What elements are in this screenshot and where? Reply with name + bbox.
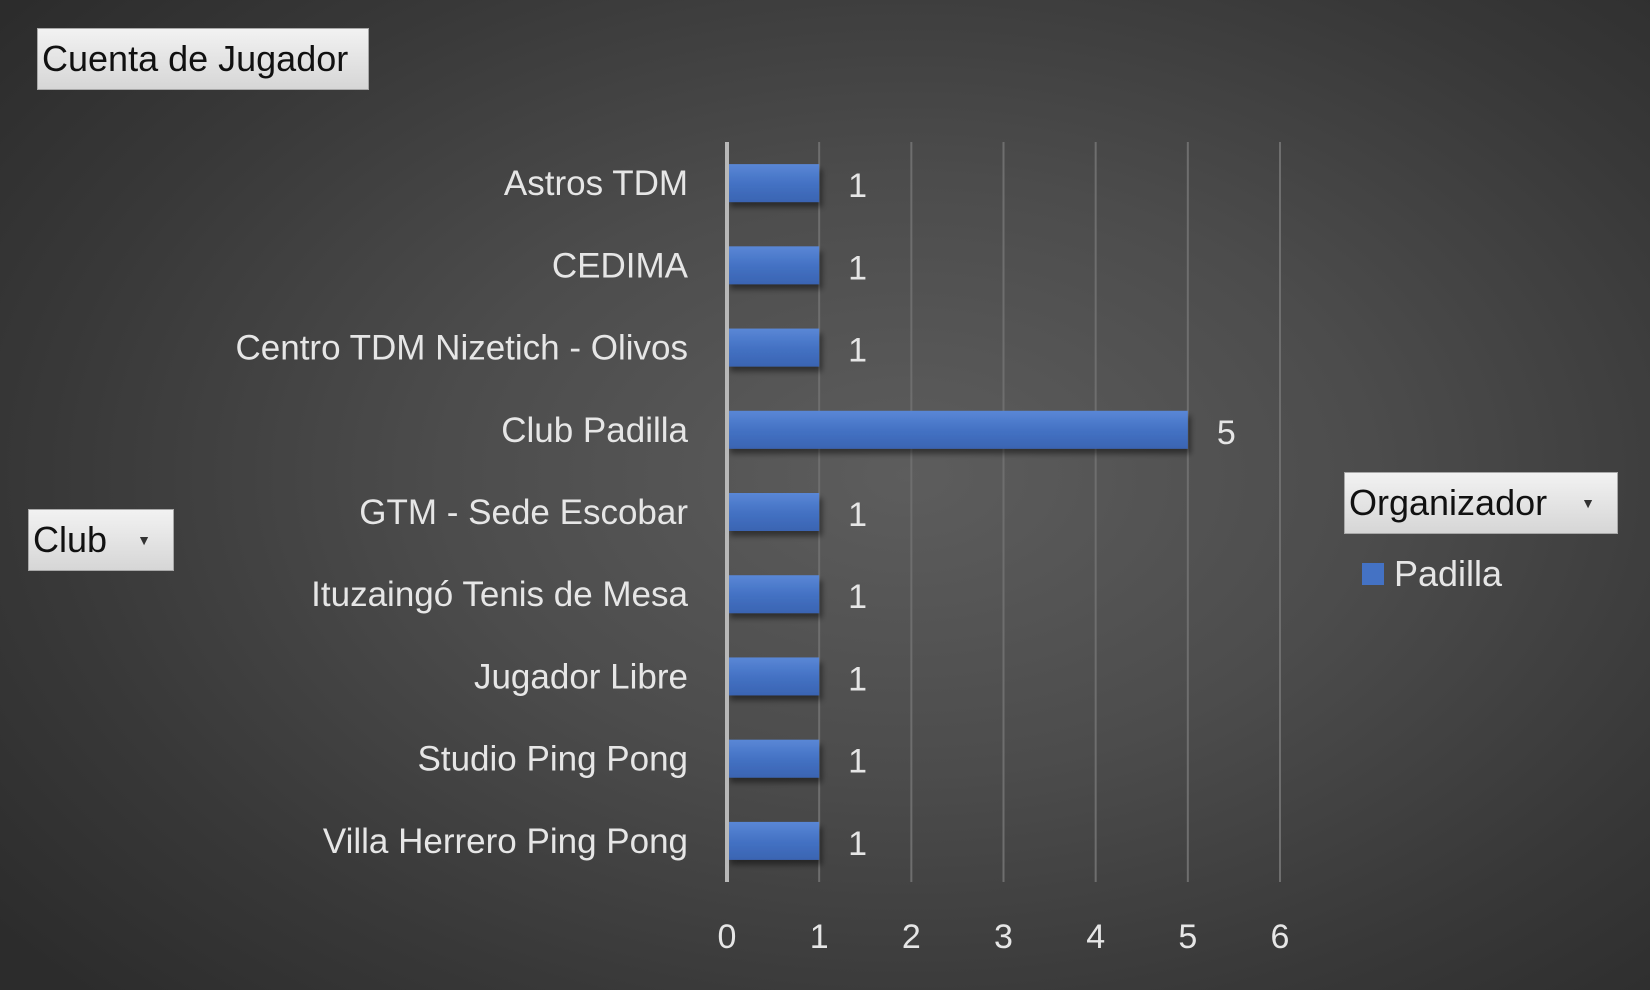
- x-tick-label: 2: [902, 918, 921, 956]
- x-tick-label: 3: [994, 918, 1013, 956]
- x-tick-label: 4: [1086, 918, 1105, 956]
- data-label: 1: [848, 743, 867, 781]
- axis-field-label: Club: [33, 519, 108, 560]
- x-tick-label: 6: [1271, 918, 1290, 956]
- data-label: 1: [848, 249, 867, 287]
- category-label: Club Padilla: [501, 411, 688, 450]
- data-label: 1: [848, 332, 867, 370]
- x-tick-label: 5: [1178, 918, 1197, 956]
- bar: [727, 164, 820, 203]
- category-label: Ituzaingó Tenis de Mesa: [311, 575, 688, 614]
- category-label: CEDIMA: [552, 246, 689, 285]
- category-label: Villa Herrero Ping Pong: [323, 822, 688, 861]
- data-label: 1: [848, 578, 867, 616]
- bar: [727, 410, 1188, 449]
- legend-series-name: Padilla: [1394, 553, 1503, 594]
- values-field-button[interactable]: Cuenta de Jugador: [37, 28, 369, 90]
- category-label: GTM - Sede Escobar: [359, 493, 688, 532]
- bar: [727, 493, 820, 531]
- legend-entry: Padilla: [1362, 553, 1502, 595]
- data-label: 5: [1217, 414, 1236, 452]
- x-tick-label: 0: [718, 918, 737, 956]
- legend-swatch: [1362, 563, 1384, 585]
- x-tick-label: 1: [810, 918, 829, 956]
- data-label: 1: [848, 496, 867, 534]
- data-label: 1: [848, 167, 867, 205]
- legend-field-button[interactable]: Organizador ▼: [1344, 472, 1618, 534]
- category-label: Jugador Libre: [474, 657, 688, 696]
- chevron-down-icon[interactable]: ▼: [137, 532, 151, 548]
- values-field-label: Cuenta de Jugador: [42, 38, 349, 79]
- category-label: Studio Ping Pong: [418, 740, 688, 779]
- category-label: Centro TDM Nizetich - Olivos: [235, 329, 688, 368]
- bar: [727, 575, 820, 614]
- axis-field-button[interactable]: Club ▼: [28, 509, 174, 571]
- bar: [727, 246, 820, 285]
- chevron-down-icon[interactable]: ▼: [1581, 495, 1595, 511]
- category-label: Astros TDM: [504, 164, 688, 203]
- bar: [727, 739, 820, 778]
- legend-field-label: Organizador: [1349, 482, 1548, 523]
- bar: [727, 328, 820, 367]
- bar: [727, 821, 820, 860]
- bar: [727, 657, 820, 696]
- data-label: 1: [848, 660, 867, 698]
- data-label: 1: [848, 825, 867, 863]
